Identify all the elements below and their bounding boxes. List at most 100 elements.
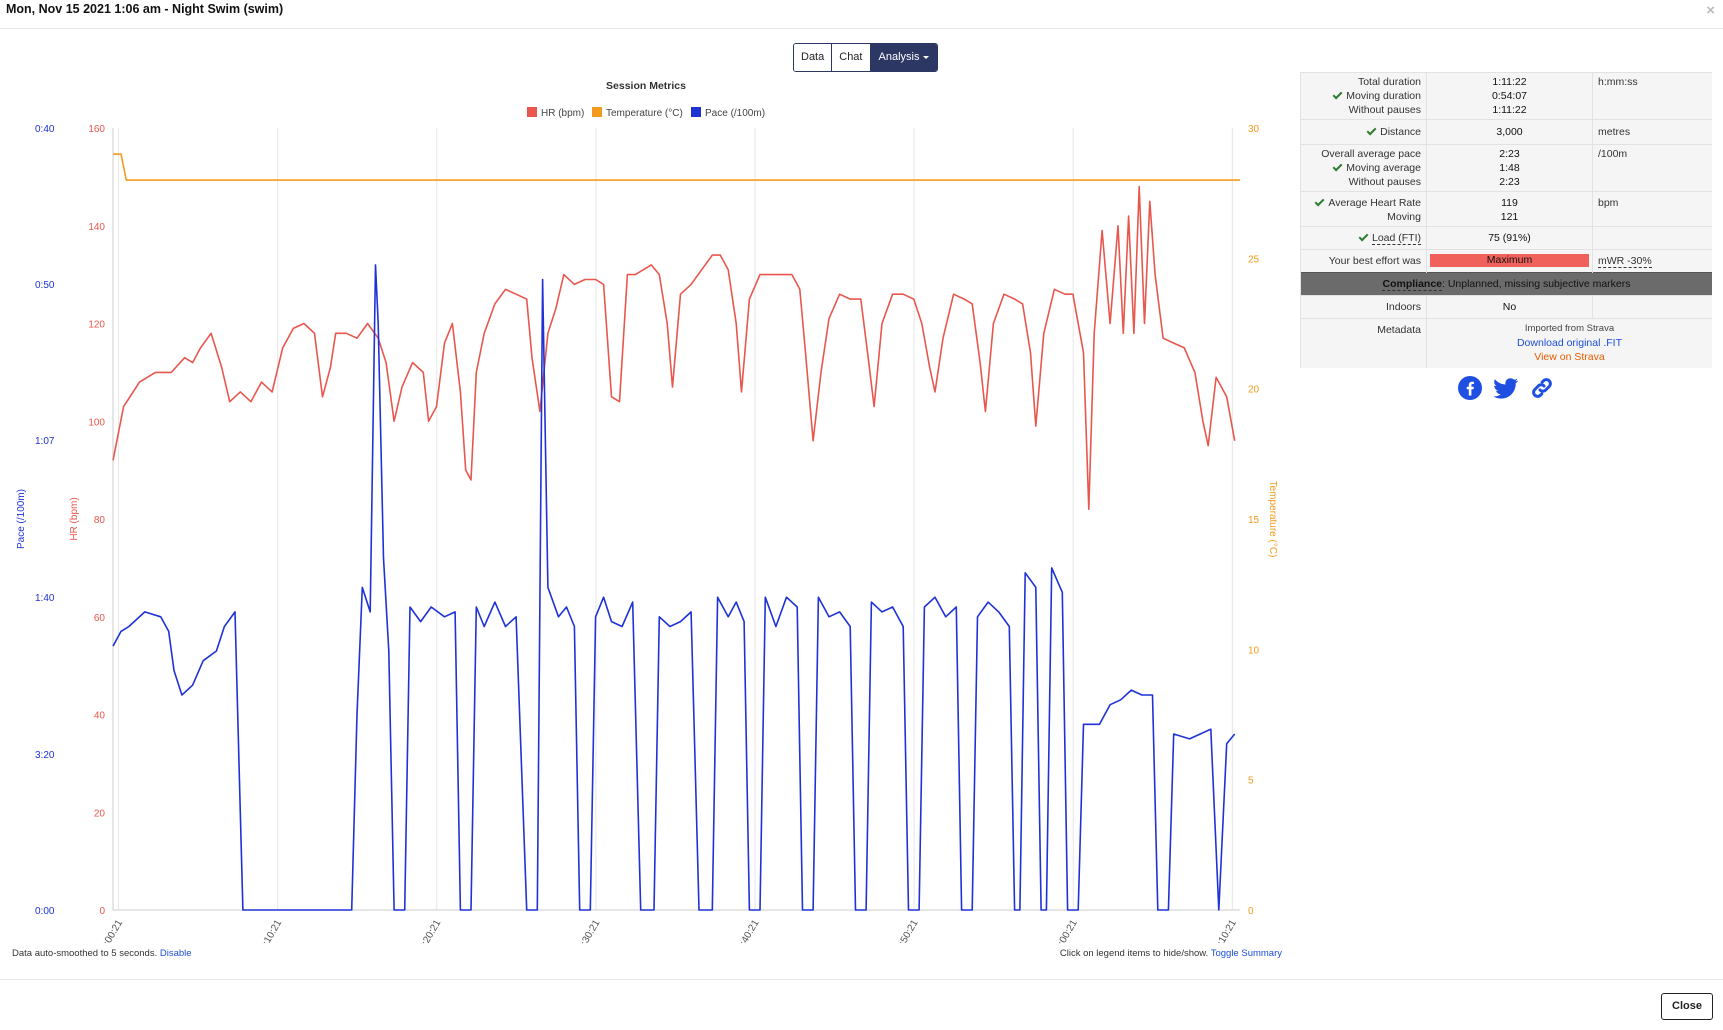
summary-value: 0:54:07 xyxy=(1491,90,1528,102)
load-fti-label[interactable]: Load (FTI) xyxy=(1371,232,1421,245)
x-tick-label: 0:50:21 xyxy=(894,918,920,944)
view-on-strava-link[interactable]: View on Strava xyxy=(1534,351,1605,363)
summary-value: 75 (91%) xyxy=(1426,226,1593,250)
temperature-tick-label: 15 xyxy=(1248,515,1260,526)
summary-unit: metres xyxy=(1592,119,1712,145)
legend-item: Temperature (°C) xyxy=(606,108,683,119)
best-effort-badge: Maximum xyxy=(1430,254,1589,267)
compliance-text: : Unplanned, missing subjective markers xyxy=(1442,278,1631,290)
close-icon[interactable]: × xyxy=(1706,2,1715,19)
download-fit-link[interactable]: Download original .FIT xyxy=(1516,337,1623,349)
summary-unit: /100m xyxy=(1592,144,1712,192)
hr-tick-label: 60 xyxy=(94,613,106,624)
summary-label: Moving xyxy=(1387,211,1421,223)
summary-label: Moving duration xyxy=(1346,90,1421,102)
summary-value: 2:23 xyxy=(1499,148,1520,160)
mwr-value[interactable]: mWR -30% xyxy=(1598,255,1652,268)
x-tick-label: 0:20:21 xyxy=(417,918,443,944)
summary-label: Moving average xyxy=(1346,162,1421,174)
summary-value: 119 xyxy=(1501,197,1518,209)
tab-chat[interactable]: Chat xyxy=(832,44,871,71)
series-line xyxy=(112,264,1236,911)
hr-axis-title: HR (bpm) xyxy=(69,497,80,540)
smoothing-text: Data auto-smoothed to 5 seconds. xyxy=(12,948,158,959)
smoothing-note: Data auto-smoothed to 5 seconds. Disable xyxy=(12,948,192,959)
series-line xyxy=(113,153,1240,181)
chart-title: Session Metrics xyxy=(606,80,686,92)
hr-tick-label: 120 xyxy=(88,320,105,331)
legend-swatch xyxy=(527,107,537,117)
summary-label: Total duration xyxy=(1357,76,1421,88)
summary-label: Without pauses xyxy=(1348,176,1421,188)
summary-label: Without pauses xyxy=(1348,104,1421,116)
summary-value: No xyxy=(1426,295,1593,319)
pace-tick-label: 1:07 xyxy=(35,436,55,447)
summary-value: 3,000 xyxy=(1426,119,1593,145)
legend-hint-text: Click on legend items to hide/show. xyxy=(1059,948,1209,959)
load-row: Load (FTI) 75 (91%) xyxy=(1300,226,1712,250)
indoors-row: Indoors No xyxy=(1300,295,1712,319)
check-icon xyxy=(1358,231,1369,242)
legend-swatch xyxy=(691,107,701,117)
legend-item: Pace (/100m) xyxy=(705,108,765,119)
twitter-icon[interactable] xyxy=(1493,376,1519,400)
series-line xyxy=(112,185,1236,510)
x-tick-label: 0:10:21 xyxy=(258,918,284,944)
summary-label: Metadata xyxy=(1300,318,1427,368)
temperature-tick-label: 0 xyxy=(1248,906,1254,917)
legend-hint: Click on legend items to hide/show. Togg… xyxy=(1060,948,1282,959)
summary-label: Overall average pace xyxy=(1321,148,1421,160)
hr-tick-label: 20 xyxy=(94,808,106,819)
share-icons xyxy=(1458,376,1554,400)
legend-swatch xyxy=(592,107,602,117)
legend-item: HR (bpm) xyxy=(541,108,584,119)
caret-down-icon xyxy=(923,55,930,59)
pace-tick-label: 1:40 xyxy=(35,593,55,604)
toggle-summary-link[interactable]: Toggle Summary xyxy=(1210,948,1282,959)
compliance-row: Compliance: Unplanned, missing subjectiv… xyxy=(1300,272,1712,296)
activity-title: Mon, Nov 15 2021 1:06 am - Night Swim (s… xyxy=(6,2,284,16)
imported-from-text: Imported from Strava xyxy=(1524,323,1615,334)
temperature-tick-label: 30 xyxy=(1248,124,1260,135)
view-tabs: Data Chat Analysis xyxy=(793,43,939,72)
summary-value: 1:11:22 xyxy=(1492,76,1527,88)
pace-axis-title: Pace (/100m) xyxy=(16,489,27,549)
summary-label: Indoors xyxy=(1300,295,1427,319)
duration-row: Total duration Moving duration Without pau… xyxy=(1300,72,1712,120)
summary-label: Average Heart Rate xyxy=(1328,197,1421,209)
metadata-row: Metadata Imported from Strava Download o… xyxy=(1300,318,1712,368)
hr-tick-label: 140 xyxy=(88,222,105,233)
heart-rate-row: Average Heart Rate Moving 119 121 bpm xyxy=(1300,191,1712,227)
summary-value: 2:23 xyxy=(1499,176,1520,188)
link-icon[interactable] xyxy=(1530,376,1554,400)
facebook-icon[interactable] xyxy=(1458,376,1482,400)
summary-value: 1:48 xyxy=(1499,162,1520,174)
tab-data[interactable]: Data xyxy=(794,44,833,71)
compliance-label[interactable]: Compliance xyxy=(1382,278,1442,291)
x-tick-label: 0:00:21 xyxy=(99,918,125,944)
check-icon xyxy=(1314,196,1325,207)
summary-panel: Total duration Moving duration Without pau… xyxy=(1300,72,1712,368)
hr-tick-label: 100 xyxy=(88,417,105,428)
pace-row: Overall average pace Moving average Withou… xyxy=(1300,144,1712,192)
best-effort-row: Your best effort was Maximum mWR -30% xyxy=(1300,249,1712,273)
hr-tick-label: 0 xyxy=(99,906,105,917)
disable-smoothing-link[interactable]: Disable xyxy=(159,948,192,959)
temperature-tick-label: 10 xyxy=(1248,645,1260,656)
pace-tick-label: 0:50 xyxy=(35,280,55,291)
tab-analysis[interactable]: Analysis xyxy=(870,44,938,71)
pace-tick-label: 3:20 xyxy=(35,750,55,761)
distance-row: Distance 3,000 metres xyxy=(1300,119,1712,145)
summary-value: 121 xyxy=(1500,211,1519,223)
x-tick-label: 1:10:21 xyxy=(1213,918,1239,944)
summary-label: Distance xyxy=(1380,126,1421,138)
footer-divider xyxy=(0,979,1723,980)
temperature-tick-label: 25 xyxy=(1248,254,1260,265)
temperature-tick-label: 20 xyxy=(1248,385,1260,396)
check-icon xyxy=(1366,125,1377,136)
temperature-axis-title: Temperature (°C) xyxy=(1267,481,1278,558)
close-button[interactable]: Close xyxy=(1661,993,1713,1020)
x-tick-label: 0:40:21 xyxy=(735,918,761,944)
summary-table: Total duration Moving duration Without pau… xyxy=(1300,72,1712,368)
hr-tick-label: 160 xyxy=(88,124,105,135)
